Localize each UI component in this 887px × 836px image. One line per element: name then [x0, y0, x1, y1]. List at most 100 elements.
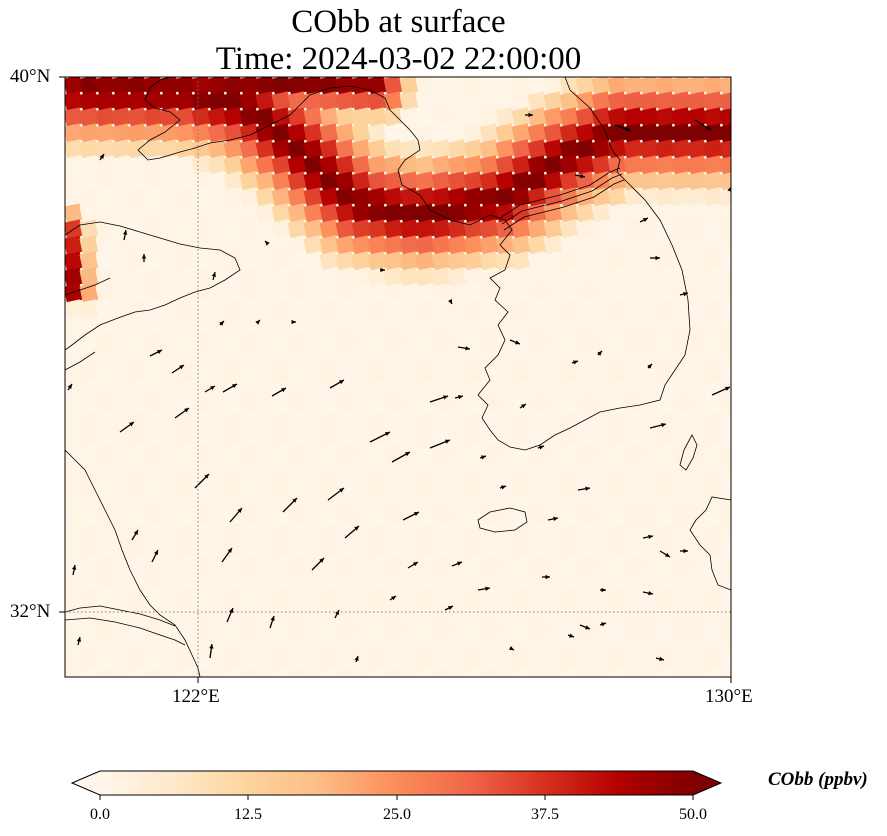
field-cell — [527, 347, 548, 367]
field-cell — [527, 491, 548, 511]
field-cell — [303, 491, 324, 511]
field-cell — [415, 539, 436, 559]
field-cell — [575, 77, 596, 95]
field-cell — [159, 299, 180, 319]
field-cell — [607, 427, 628, 447]
field-cell — [175, 219, 196, 239]
field-cell — [351, 395, 372, 415]
field-cell — [79, 555, 100, 575]
field-cell — [495, 443, 516, 463]
field-cell — [303, 635, 324, 655]
wind-arrow-head — [67, 384, 72, 389]
field-cell — [335, 411, 356, 431]
field-cell — [127, 187, 148, 207]
field-cell — [239, 411, 260, 431]
field-cell — [575, 347, 596, 367]
field-cell — [639, 411, 660, 431]
field-cell — [559, 77, 580, 95]
field-cell — [239, 491, 260, 511]
field-cell — [111, 347, 132, 367]
field-cell — [319, 299, 340, 319]
field-cell — [143, 651, 164, 671]
field-cell — [223, 571, 244, 591]
field-cell — [319, 283, 340, 303]
wind-arrow-head — [515, 340, 520, 345]
field-cell — [207, 491, 228, 511]
field-cell — [127, 571, 148, 591]
field-cell — [255, 427, 276, 447]
field-cell — [159, 475, 180, 495]
field-cell — [255, 155, 276, 175]
field-cell — [143, 395, 164, 415]
field-cell — [65, 571, 84, 591]
field-cell — [415, 507, 436, 527]
field-cell — [559, 427, 580, 447]
field-cell — [431, 235, 452, 255]
field-cell — [303, 77, 324, 95]
field-cell — [383, 539, 404, 559]
field-cell — [575, 539, 596, 559]
field-cell — [591, 651, 612, 671]
field-cell — [639, 667, 660, 677]
field-cell — [495, 475, 516, 495]
field-cell — [575, 107, 596, 127]
field-cell — [271, 651, 292, 671]
wind-arrow-head — [265, 241, 270, 246]
field-cell — [591, 155, 612, 175]
field-cell — [367, 395, 388, 415]
field-cell — [655, 299, 676, 319]
field-cell — [559, 187, 580, 207]
field-cell — [559, 299, 580, 319]
field-cell — [95, 203, 116, 223]
field-cell — [575, 203, 596, 223]
wind-arrow-head — [683, 291, 688, 297]
field-cell — [351, 347, 372, 367]
field-cell — [447, 523, 468, 543]
wind-arrow-head — [481, 455, 486, 460]
field-cell — [655, 155, 676, 175]
field-cell — [175, 347, 196, 367]
field-cell — [527, 251, 548, 271]
field-cell — [687, 203, 708, 223]
field-cell — [559, 155, 580, 175]
field-cell — [111, 411, 132, 431]
field-cell — [65, 395, 84, 415]
field-cell — [671, 475, 692, 495]
field-cell — [65, 539, 84, 559]
field-cell — [703, 635, 724, 655]
colorbar-tick-label: 25.0 — [383, 806, 411, 823]
field-cell — [287, 363, 308, 383]
field-cell — [431, 187, 452, 207]
field-cell — [65, 475, 84, 495]
field-cell — [495, 491, 516, 511]
field-cell — [367, 203, 388, 223]
border-lines — [499, 167, 625, 231]
field-cell — [335, 283, 356, 303]
field-cell — [175, 331, 196, 351]
field-cell — [623, 395, 644, 415]
field-cell — [65, 459, 84, 479]
field-cell — [239, 651, 260, 671]
field-cell — [703, 667, 724, 677]
field-cell — [479, 171, 500, 191]
field-cell — [479, 411, 500, 431]
field-cell — [479, 155, 500, 175]
field-cell — [207, 203, 228, 223]
field-cell — [463, 107, 484, 127]
field-cell — [687, 155, 708, 175]
field-cell — [127, 491, 148, 511]
field-cell — [367, 219, 388, 239]
field-cell — [447, 587, 468, 607]
wind-arrow-head — [413, 562, 418, 567]
field-cell — [383, 603, 404, 623]
field-cell — [95, 523, 116, 543]
field-cell — [223, 267, 244, 287]
field-cell — [399, 155, 420, 175]
wind-arrow-head — [319, 558, 324, 563]
field-cell — [335, 619, 356, 639]
field-cell — [671, 363, 692, 383]
field-cell — [527, 443, 548, 463]
field-cell — [335, 667, 356, 677]
field-cell — [127, 331, 148, 351]
field-cell — [543, 491, 564, 511]
